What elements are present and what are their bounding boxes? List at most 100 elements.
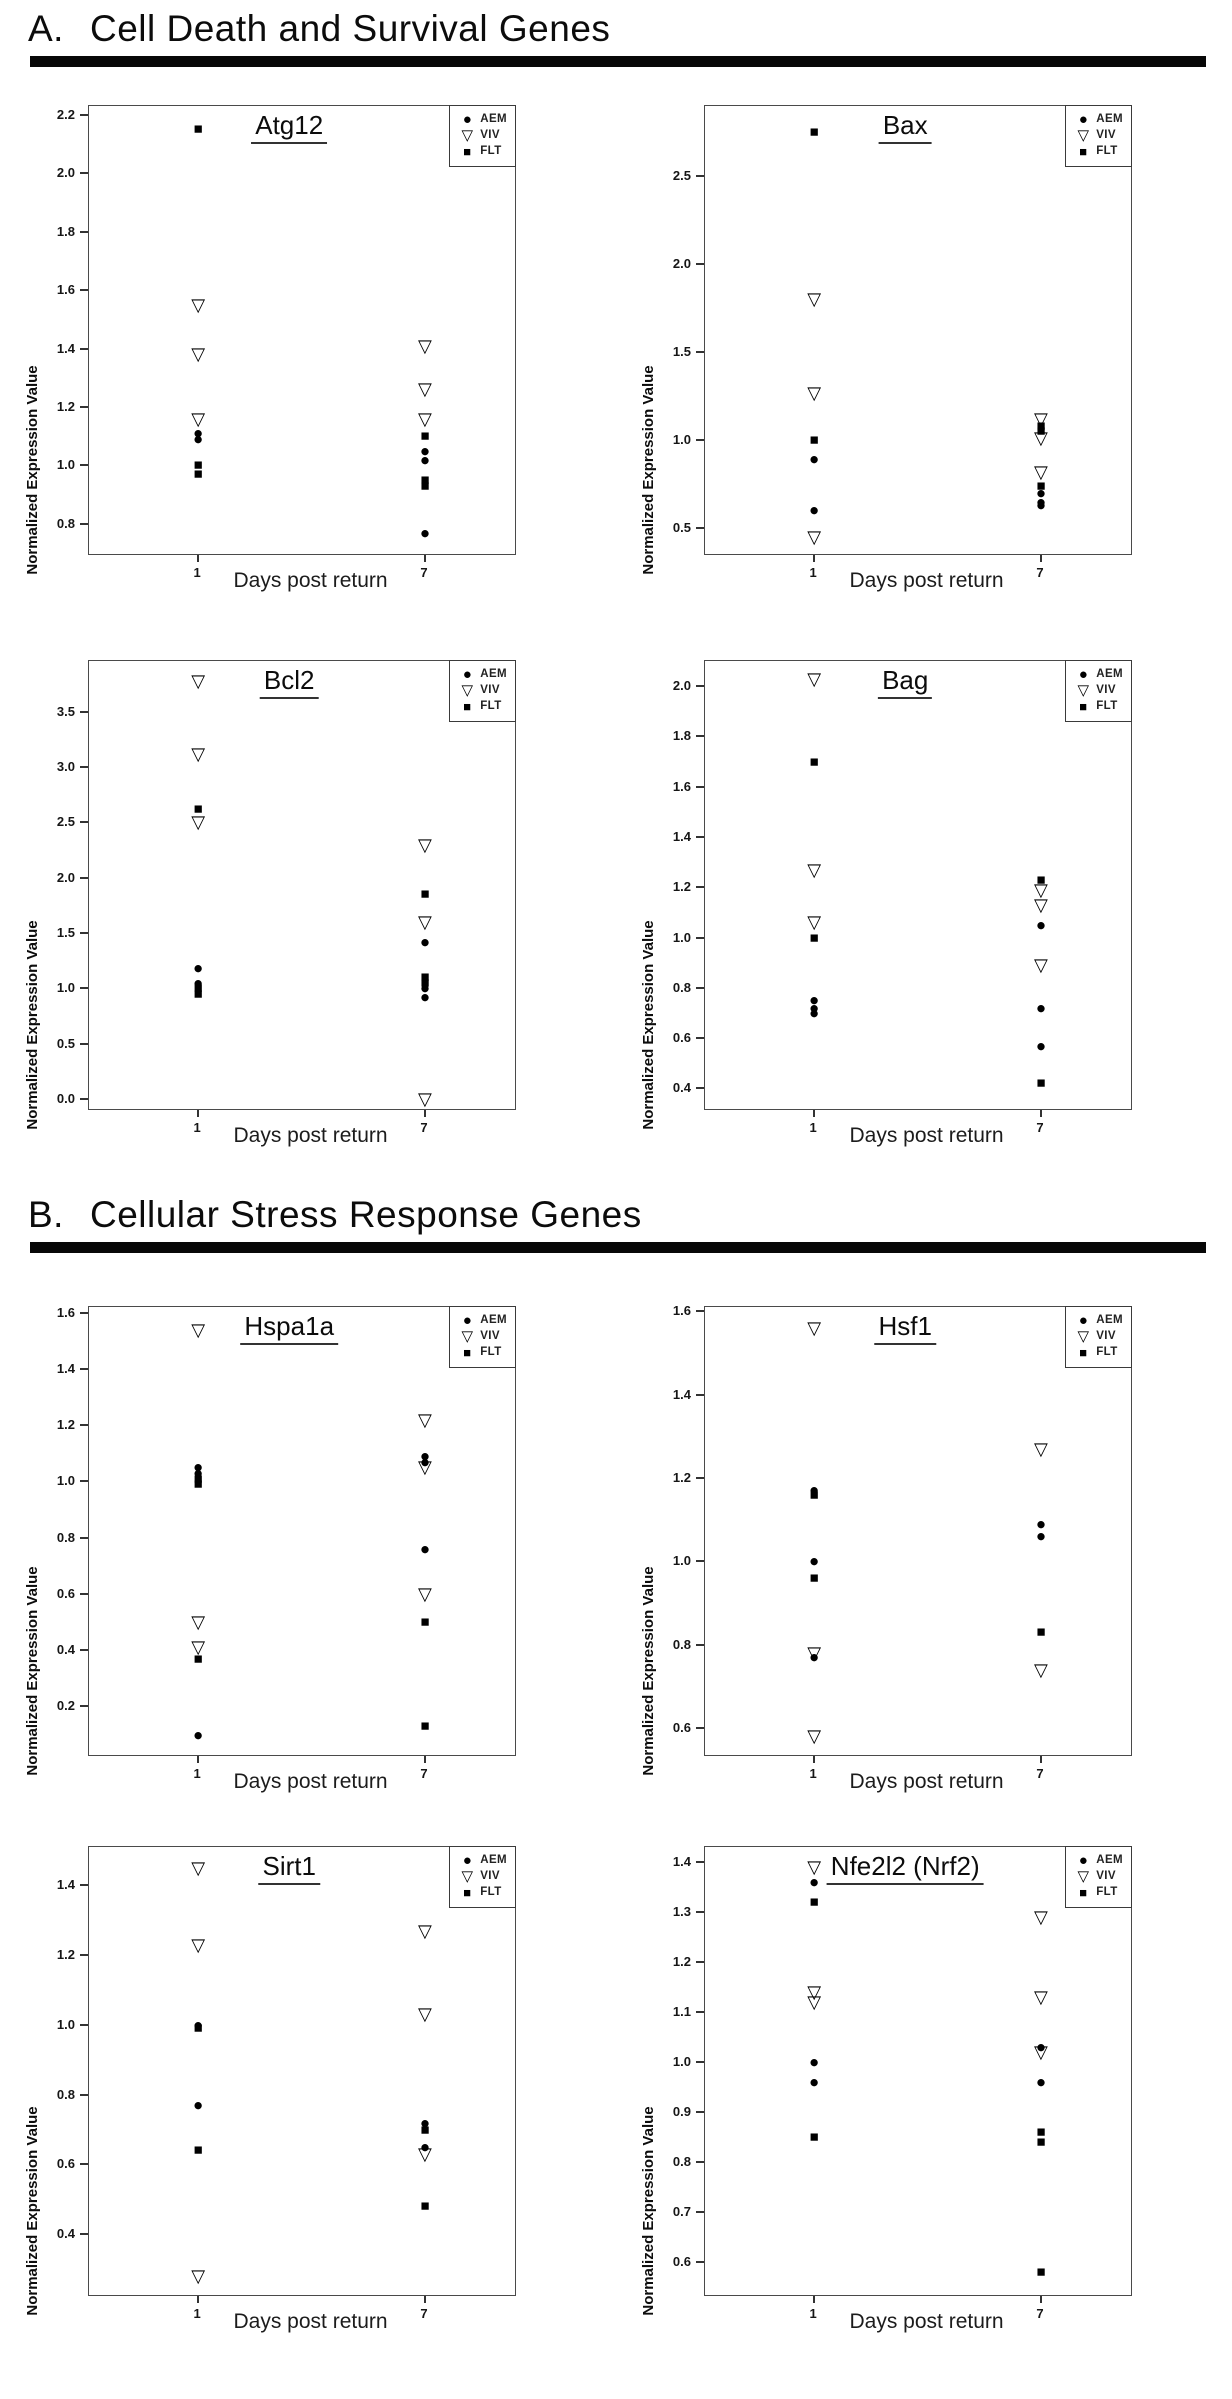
data-point-flt: ■ [193,800,203,818]
data-point-aem: ● [1035,1514,1047,1534]
y-tick-mark [80,1367,88,1370]
data-point-flt: ■ [1036,477,1046,495]
y-tick-label: 1.2 [672,1954,691,1969]
legend-label: AEM [1096,668,1123,680]
data-point-aem: ● [808,1480,820,1500]
data-point-flt: ■ [809,753,819,771]
x-tick-label: 7 [420,1766,428,1781]
y-tick-mark [696,1726,704,1729]
y-tick-label: 0.5 [56,1035,75,1051]
data-point-viv: ▽ [1034,955,1048,976]
legend-item-aem: ● AEM [1070,1312,1123,1328]
data-point-aem: ● [1035,1526,1047,1546]
plot-title: Bcl2 [259,665,319,699]
y-tick-label: 1.4 [672,1854,691,1869]
data-point-aem: ● [1035,915,1047,935]
y-tick-mark [80,1042,88,1045]
filled-square-icon: ■ [1079,1344,1088,1360]
y-axis-label: Normalized Expression Value [2,105,41,574]
y-tick-mark [696,1861,704,1863]
y-tick-mark [80,2233,88,2236]
y-axis-label-text: Normalized Expression Value [640,365,657,575]
data-point-aem: ● [808,2072,820,2092]
filled-square-icon: ■ [463,698,472,714]
y-tick-label: 0.8 [56,515,75,531]
data-point-viv: ▽ [807,1317,822,1338]
y-tick-label: 2.0 [672,678,691,694]
data-point-viv: ▽ [1034,1659,1048,1680]
data-point-viv: ▽ [191,1612,206,1632]
data-point-flt: ■ [193,1475,203,1493]
data-point-viv: ▽ [418,1583,432,1604]
y-tick-label: 1.5 [56,924,75,940]
legend-item-flt: ■ FLT [1070,698,1123,714]
chart-sirt1: Normalized Expression Value 0.4 0.6 0.8 1.0 1… [0,1838,616,2358]
y-tick-mark [80,2093,88,2096]
data-point-aem: ● [419,1539,431,1559]
x-tick-label: 1 [809,1120,817,1135]
legend-label: AEM [480,1314,507,1326]
y-tick-label: 1.0 [672,431,691,447]
x-axis-label: Days post return [233,1124,388,1147]
data-point-aem: ● [419,441,431,461]
data-point-viv: ▽ [1034,894,1048,915]
data-point-aem: ● [808,1003,820,1023]
y-tick-mark [696,1560,704,1563]
x-tick-mark [423,555,426,562]
y-tick-mark [80,766,88,769]
y-tick-label: 1.0 [672,929,691,945]
y-tick-mark [696,685,704,688]
data-point-flt: ■ [1036,2263,1046,2281]
data-point-flt: ■ [193,120,203,138]
legend-item-viv: ▽ VIV [454,127,507,143]
data-point-viv: ▽ [191,1319,206,1340]
filled-circle-icon: ● [1078,665,1088,683]
legend-item-aem: ● AEM [454,666,507,682]
data-point-aem: ● [419,523,431,543]
data-point-viv: ▽ [807,1857,822,1877]
y-tick-label: 1.2 [672,879,691,895]
data-point-flt: ■ [1036,422,1046,440]
y-tick-label: 1.0 [56,1473,75,1489]
section-b: B. Cellular Stress Response Genes Normali… [0,1194,1232,2358]
y-tick-mark [696,2211,704,2213]
y-tick-mark [696,351,704,354]
data-point-viv: ▽ [1034,408,1048,429]
data-point-viv: ▽ [191,812,206,833]
y-tick-mark [80,522,88,525]
data-point-aem: ● [808,500,820,520]
plot-area: 0.6 0.7 0.8 0.9 1.0 1.1 1.2 1.3 1.4 Nfe2l2 (Nrf2)… [673,1846,1132,2303]
y-tick-label: 2.5 [672,168,691,184]
filled-square-icon: ■ [463,1344,472,1360]
y-tick-label: 0.6 [672,2254,691,2269]
open-triangle-down-icon: ▽ [461,1327,473,1345]
legend-label: FLT [480,1346,502,1358]
data-point-aem: ● [808,2052,820,2072]
legend-label: VIV [480,1870,500,1882]
legend-label: FLT [1096,1886,1118,1898]
plot-legend: ● AEM ▽ VIV ■ FLT [1065,660,1132,722]
y-tick-label: 0.0 [56,1090,75,1106]
y-tick-label: 1.3 [672,1904,691,1919]
x-tick-label: 1 [193,1766,201,1781]
y-tick-label: 1.0 [56,457,75,473]
x-tick-mark [1039,1756,1042,1763]
data-point-aem: ● [419,2137,431,2157]
legend-item-viv: ▽ VIV [1070,1868,1123,1884]
plot-area: 0.2 0.4 0.6 0.8 1.0 1.2 1.4 1.6 Hspa1a ● AEM ▽ VIV ■ F… [57,1305,516,1763]
plot-title: Bag [878,665,933,699]
legend-item-flt: ■ FLT [454,1344,507,1360]
section-a: A. Cell Death and Survival Genes Normaliz… [0,8,1232,1172]
plot-area: 0.8 1.0 1.2 1.4 1.6 1.8 2.0 2.2 Atg12 ● AEM ▽ VIV ■ FL… [57,105,516,562]
legend-item-flt: ■ FLT [1070,143,1123,159]
y-tick-mark [80,1424,88,1427]
y-axis-label-text: Normalized Expression Value [640,1566,657,1776]
legend-label: VIV [480,129,500,141]
legend-label: VIV [1096,684,1116,696]
data-point-aem: ● [1035,483,1047,503]
y-tick-label: 0.8 [56,2086,75,2102]
y-tick-label: 2.0 [56,869,75,885]
data-point-viv: ▽ [807,668,822,689]
y-tick-mark [696,2111,704,2113]
y-tick-label: 1.0 [56,2016,75,2032]
